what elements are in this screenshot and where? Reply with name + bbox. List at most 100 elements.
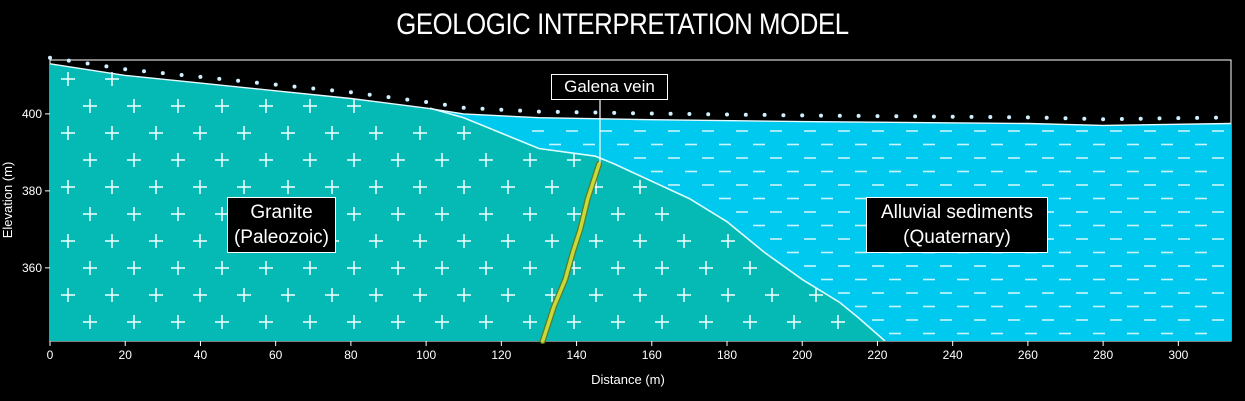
granite-plus-mark — [215, 315, 229, 329]
survey-point — [706, 112, 711, 117]
survey-point — [123, 67, 128, 72]
granite-plus-mark — [105, 126, 119, 140]
granite-plus-mark — [83, 153, 97, 167]
survey-point — [781, 113, 786, 118]
granite-plus-mark — [237, 288, 251, 302]
granite-plus-mark — [457, 288, 471, 302]
survey-point — [913, 114, 918, 119]
granite-plus-mark — [281, 126, 295, 140]
granite-plus-mark — [479, 153, 493, 167]
survey-point — [198, 74, 203, 79]
granite-plus-mark — [303, 99, 317, 113]
x-tick-label: 20 — [119, 348, 133, 362]
granite-plus-mark — [83, 99, 97, 113]
x-tick-label: 140 — [567, 348, 587, 362]
granite-plus-mark — [677, 288, 691, 302]
x-tick-label: 40 — [194, 348, 208, 362]
survey-point — [480, 106, 485, 111]
granite-plus-mark — [545, 234, 559, 248]
survey-point — [104, 64, 109, 69]
granite-plus-mark — [369, 126, 383, 140]
granite-plus-mark — [743, 315, 757, 329]
survey-point — [555, 109, 560, 114]
alluvial-age: (Quaternary) — [903, 227, 1011, 248]
granite-plus-mark — [743, 261, 757, 275]
granite-plus-mark — [765, 288, 779, 302]
contact-line — [429, 107, 886, 342]
granite-plus-mark — [325, 288, 339, 302]
survey-point — [367, 92, 372, 97]
granite-plus-mark — [721, 288, 735, 302]
granite-plus-mark — [61, 72, 75, 86]
granite-name: Granite — [250, 202, 313, 223]
granite-plus-mark — [391, 315, 405, 329]
x-tick-label: 60 — [269, 348, 283, 362]
granite-plus-mark — [259, 153, 273, 167]
survey-point — [405, 97, 410, 102]
granite-plus-mark — [259, 99, 273, 113]
granite-plus-mark — [721, 234, 735, 248]
survey-point — [386, 95, 391, 100]
granite-label: Granite (Paleozoic) — [227, 197, 336, 253]
granite-plus-mark — [655, 261, 669, 275]
survey-point — [85, 61, 90, 66]
x-tick-label: 120 — [491, 348, 511, 362]
y-axis-ticks: 360 380 400 — [22, 107, 50, 275]
granite-plus-mark — [567, 315, 581, 329]
granite-plus-mark — [171, 153, 185, 167]
granite-plus-mark — [479, 207, 493, 221]
x-tick-label: 300 — [1168, 348, 1188, 362]
x-tick-label: 160 — [642, 348, 662, 362]
granite-plus-mark — [83, 207, 97, 221]
granite-plus-mark — [61, 126, 75, 140]
granite-plus-mark — [435, 315, 449, 329]
survey-point — [311, 86, 316, 91]
granite-plus-mark — [787, 315, 801, 329]
granite-plus-mark — [391, 261, 405, 275]
granite-plus-mark — [435, 207, 449, 221]
granite-plus-mark — [523, 315, 537, 329]
x-tick-label: 100 — [416, 348, 436, 362]
granite-plus-mark — [369, 288, 383, 302]
survey-point — [743, 112, 748, 117]
granite-plus-mark — [457, 234, 471, 248]
survey-point — [1063, 116, 1068, 121]
granite-plus-mark — [83, 261, 97, 275]
granite-plus-mark — [171, 315, 185, 329]
granite-plus-mark — [699, 315, 713, 329]
granite-plus-mark — [215, 207, 229, 221]
granite-plus-mark — [501, 180, 515, 194]
granite-plus-mark — [545, 180, 559, 194]
granite-plus-mark — [105, 234, 119, 248]
survey-point — [292, 84, 297, 89]
granite-plus-mark — [127, 261, 141, 275]
granite-plus-mark — [347, 261, 361, 275]
granite-plus-mark — [391, 153, 405, 167]
survey-point — [1138, 116, 1143, 121]
granite-plus-mark — [259, 315, 273, 329]
granite-plus-mark — [457, 180, 471, 194]
granite-plus-mark — [325, 180, 339, 194]
survey-point — [574, 110, 579, 115]
survey-point — [518, 108, 523, 113]
survey-point — [1101, 117, 1106, 122]
granite-plus-mark — [523, 207, 537, 221]
granite-plus-mark — [611, 207, 625, 221]
topography-line — [49, 63, 1232, 127]
granite-plus-mark — [61, 180, 75, 194]
x-tick-label: 280 — [1093, 348, 1113, 362]
granite-plus-mark — [655, 207, 669, 221]
granite-plus-mark — [655, 315, 669, 329]
granite-plus-mark — [127, 99, 141, 113]
survey-point — [837, 113, 842, 118]
granite-plus-mark — [215, 261, 229, 275]
granite-plus-mark — [149, 234, 163, 248]
y-tick-label: 380 — [22, 184, 42, 198]
alluvial-unit — [429, 108, 1231, 341]
survey-point — [1044, 115, 1049, 120]
survey-point — [48, 55, 52, 60]
granite-plus-mark — [237, 180, 251, 194]
survey-point — [536, 109, 541, 114]
granite-plus-mark — [567, 207, 581, 221]
